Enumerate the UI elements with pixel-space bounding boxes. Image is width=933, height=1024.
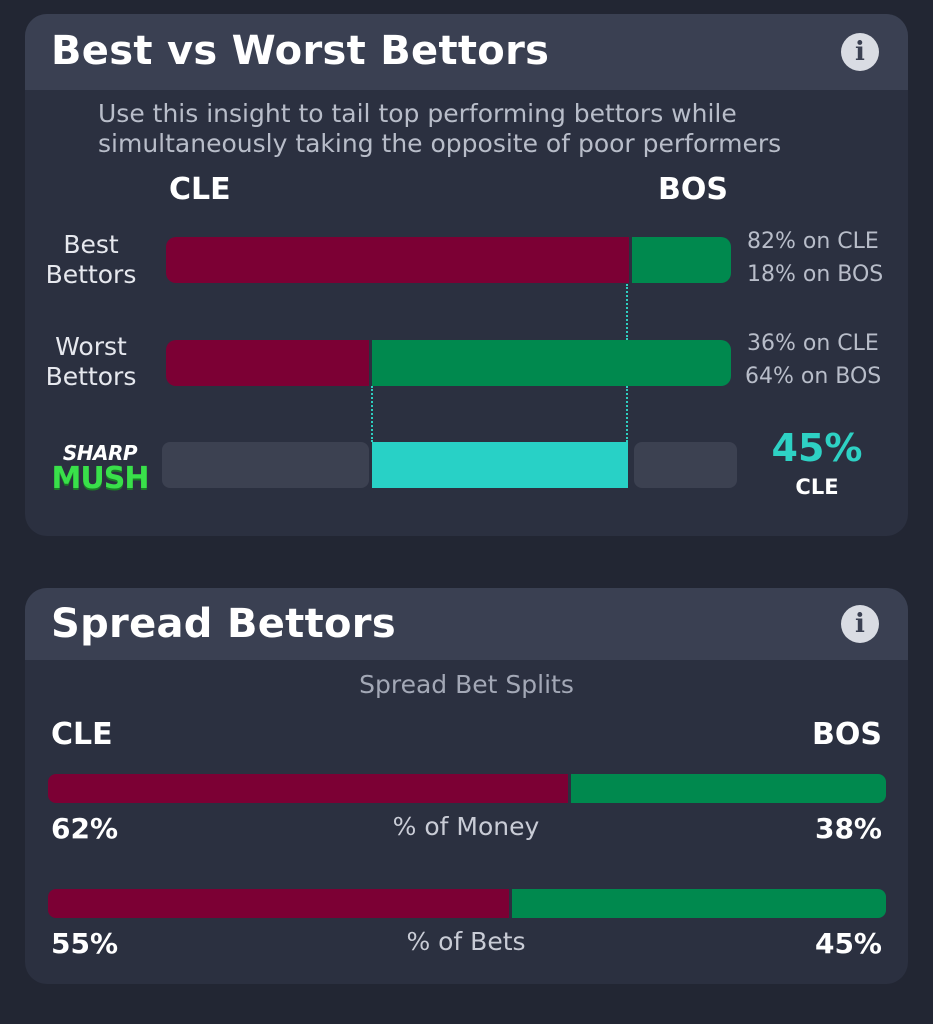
sharp-logo-text: SHARP [62,441,138,465]
spread-header: Spread Bettors i [25,588,908,660]
best-bettors-bar [166,237,731,283]
worst-bettors-cle-segment [166,340,370,386]
best-worst-title: Best vs Worst Bettors [51,28,550,74]
bets-label: % of Bets [406,927,526,956]
sharp-value: 45% [771,426,863,470]
bets-cle-segment [48,889,509,918]
info-icon[interactable]: i [841,605,879,643]
bets-split-bar [48,889,886,918]
worst-split-connector [371,386,373,442]
best-bettors-label-line2: Bettors [45,260,137,289]
sharp-track-right [634,442,737,488]
money-cle-segment [48,774,568,803]
worst-bettors-bos-segment [372,340,731,386]
sharp-mush-logo: SHARP MUSH [35,440,165,496]
team-right-label: BOS [658,172,728,207]
money-label: % of Money [392,812,540,841]
spread-card: Spread Bettors i Spread Bet Splits CLE B… [25,588,908,984]
mush-logo-text: MUSH [51,461,150,496]
worst-bettors-label-line2: Bettors [45,362,137,391]
spread-subtitle: Spread Bet Splits [359,670,574,699]
bets-cle-pct: 55% [51,927,119,960]
best-worst-header: Best vs Worst Bettors i [25,14,908,90]
bets-bos-segment [511,889,886,918]
info-icon[interactable]: i [841,33,879,71]
best-bettors-label-line1: Best [63,230,119,259]
best-worst-subtitle-line2: simultaneously taking the opposite of po… [98,129,782,158]
money-split-bar [48,774,886,803]
sharp-team: CLE [795,475,839,499]
best-bettors-cle-pct: 82% on CLE [747,229,879,254]
sharp-range-indicator [372,442,628,488]
best-bettors-label: Best Bettors [31,230,151,290]
spread-team-right: BOS [812,717,882,752]
best-split-connector [626,284,628,340]
best-worst-subtitle-line1: Use this insight to tail top performing … [98,99,737,128]
worst-bettors-bar [166,340,731,386]
spread-team-left: CLE [51,717,113,752]
sharp-track-left [162,442,369,488]
money-bos-pct: 38% [814,812,882,845]
worst-bettors-label: Worst Bettors [31,332,151,392]
worst-bettors-bos-pct: 64% on BOS [745,364,882,389]
money-bos-segment [570,774,886,803]
spread-title: Spread Bettors [51,601,396,647]
worst-bettors-label-line1: Worst [55,332,127,361]
best-bettors-bos-pct: 18% on BOS [747,262,884,287]
money-cle-pct: 62% [51,812,119,845]
best-split-connector-lower [626,386,628,442]
best-worst-card: Best vs Worst Bettors i Use this insight… [25,14,908,536]
bets-bos-pct: 45% [814,927,882,960]
worst-bettors-cle-pct: 36% on CLE [747,331,879,356]
best-bettors-cle-segment [166,237,630,283]
best-bettors-bos-segment [632,237,731,283]
team-left-label: CLE [169,172,231,207]
